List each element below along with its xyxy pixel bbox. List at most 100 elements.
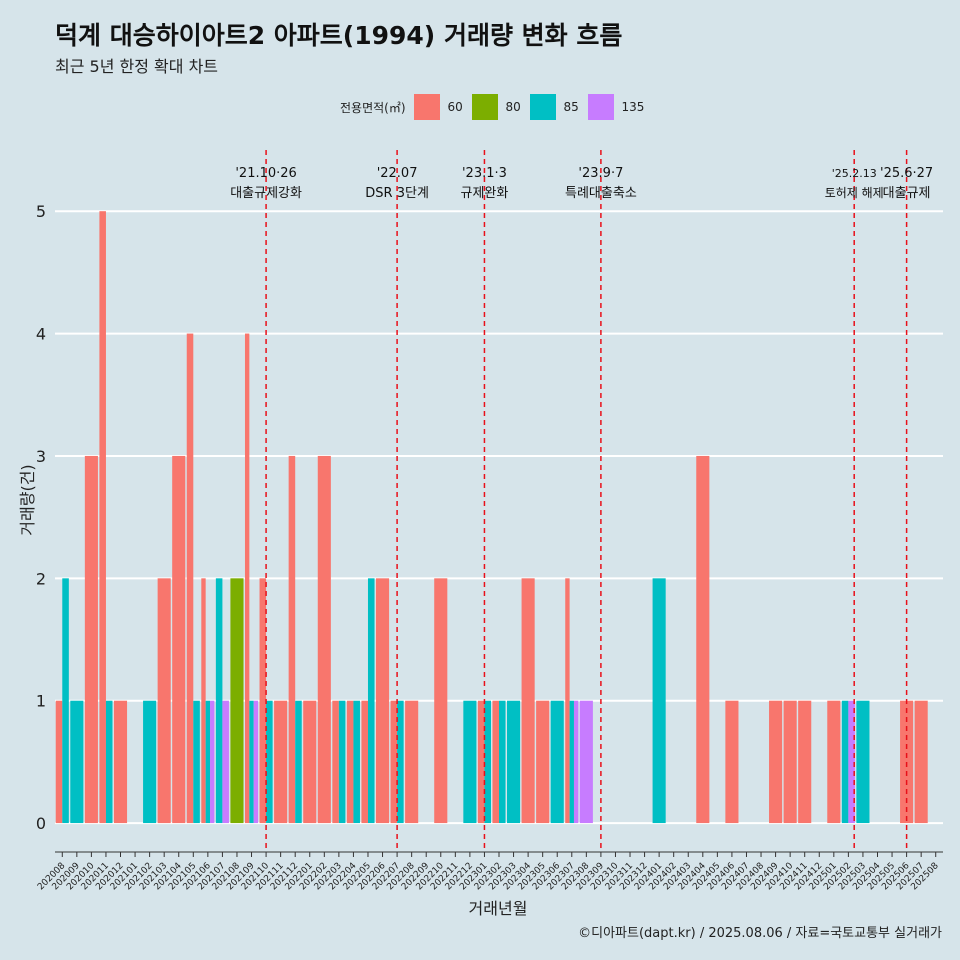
event-label-2: DSR 3단계 bbox=[365, 186, 429, 201]
event-label-3: 규제완화 bbox=[461, 186, 509, 201]
bar-202306-85 bbox=[550, 700, 564, 824]
bar-202201-60 bbox=[303, 700, 317, 824]
legend-swatch-135 bbox=[587, 94, 614, 120]
bar-202107-85 bbox=[215, 578, 223, 824]
event-lines: '21.10·26 대출규제강화 '22.07 DSR 3단계 '23.1·3 규제완화 '… bbox=[230, 150, 933, 850]
bar-202009-85 bbox=[70, 700, 84, 824]
legend-label-135: 135 bbox=[621, 100, 645, 114]
bar-202203-85 bbox=[338, 700, 346, 824]
chart-subtitle: 최근 5년 한정 확대 차트 bbox=[55, 57, 219, 76]
bar-202304-60 bbox=[521, 578, 535, 824]
bars bbox=[55, 211, 928, 824]
bar-202106-60 bbox=[201, 578, 206, 824]
bar-202301-60 bbox=[477, 700, 485, 824]
bar-202502-135 bbox=[848, 700, 855, 824]
bar-202107-135 bbox=[222, 700, 229, 824]
y-tick-label: 4 bbox=[36, 325, 46, 344]
bar-202110-85 bbox=[266, 700, 273, 824]
y-tick-label: 1 bbox=[36, 692, 46, 711]
bar-202305-60 bbox=[536, 700, 550, 824]
bar-202212-85 bbox=[463, 700, 477, 824]
legend-swatch-60 bbox=[413, 94, 440, 120]
bar-202404-60 bbox=[696, 455, 710, 824]
y-tick-label: 5 bbox=[36, 202, 46, 221]
y-axis-label: 거래량(건) bbox=[18, 464, 37, 535]
legend-swatch-80 bbox=[471, 94, 498, 120]
bar-202110-60 bbox=[259, 578, 267, 824]
event-date-2: '22.07 bbox=[377, 166, 418, 181]
bar-202103-60 bbox=[157, 578, 171, 824]
bar-202105-60 bbox=[186, 333, 194, 824]
bar-202507-60 bbox=[914, 700, 928, 824]
bar-202204-85 bbox=[353, 700, 360, 824]
source-caption: ©디아파트(dapt.kr) / 2025.08.06 / 자료=국토교통부 실… bbox=[578, 926, 942, 941]
bar-202111-60 bbox=[274, 700, 288, 824]
bar-202102-85 bbox=[143, 700, 157, 824]
bar-202008-60 bbox=[55, 700, 63, 824]
bar-202410-60 bbox=[783, 700, 797, 824]
event-date-6: '25.6·27 bbox=[880, 166, 933, 181]
bar-202109-85 bbox=[249, 700, 254, 824]
bar-202206-60 bbox=[375, 578, 390, 824]
event-date-4: '23.9·7 bbox=[578, 166, 623, 181]
legend-label-85: 85 bbox=[563, 100, 579, 114]
legend-item-85: 85 bbox=[529, 94, 584, 120]
bar-202105-85 bbox=[193, 700, 200, 824]
bar-202409-60 bbox=[769, 700, 783, 824]
bar-202109-135 bbox=[253, 700, 259, 824]
event-label-6: 대출규제 bbox=[883, 186, 931, 201]
bar-202011-85 bbox=[105, 700, 113, 824]
event-label-1: 대출규제강화 bbox=[230, 186, 302, 201]
legend-title: 전용면적(㎡) bbox=[340, 100, 406, 115]
bar-202406-60 bbox=[725, 700, 739, 824]
bar-202307-85 bbox=[569, 700, 574, 824]
bar-202401-85 bbox=[652, 578, 666, 824]
bar-202501-60 bbox=[827, 700, 841, 824]
x-axis-label: 거래년월 bbox=[469, 899, 528, 918]
bar-202202-60 bbox=[317, 455, 331, 824]
legend-item-135: 135 bbox=[587, 94, 645, 120]
chart-title: 덕계 대승하이아트2 아파트(1994) 거래량 변화 흐름 bbox=[55, 21, 623, 50]
bar-202302-60 bbox=[492, 700, 499, 824]
bar-202208-60 bbox=[405, 700, 419, 824]
event-date-5: '25.2.13 bbox=[832, 167, 877, 180]
bar-202011-60 bbox=[99, 211, 106, 824]
bar-202502-85 bbox=[841, 700, 849, 824]
bar-202301-85 bbox=[484, 700, 491, 824]
bar-202109-60 bbox=[244, 333, 250, 824]
bar-202106-135 bbox=[210, 700, 215, 824]
bar-202503-85 bbox=[856, 700, 870, 824]
bar-202012-60 bbox=[113, 700, 128, 824]
bar-202302-85 bbox=[499, 700, 506, 824]
legend-item-80: 80 bbox=[471, 94, 526, 120]
y-tick-label: 2 bbox=[36, 569, 46, 588]
event-date-1: '21.10·26 bbox=[235, 166, 296, 181]
legend-item-60: 60 bbox=[413, 94, 468, 120]
bar-202112-85 bbox=[295, 700, 302, 824]
bar-202307-135 bbox=[573, 700, 579, 824]
bar-202303-85 bbox=[507, 700, 521, 824]
bar-202204-60 bbox=[346, 700, 354, 824]
bar-202205-60 bbox=[361, 700, 368, 824]
legend-label-80: 80 bbox=[505, 100, 521, 114]
y-tick-label: 0 bbox=[36, 814, 46, 833]
event-date-3: '23.1·3 bbox=[462, 166, 507, 181]
event-label-5: 토허제 해제 bbox=[825, 186, 884, 200]
event-label-4: 특례대출축소 bbox=[565, 186, 637, 201]
x-axis: 2020082020092020102020112020122021012021… bbox=[36, 851, 943, 892]
legend-swatch-85 bbox=[529, 94, 556, 120]
bar-202210-60 bbox=[434, 578, 448, 824]
y-axis: 0 1 2 3 4 5 bbox=[36, 202, 46, 833]
legend: 전용면적(㎡) 60 80 85 135 bbox=[340, 94, 648, 120]
bar-202112-60 bbox=[288, 455, 296, 824]
bar-202205-85 bbox=[367, 578, 375, 824]
bar-202207-85 bbox=[397, 700, 404, 824]
bar-202308-135 bbox=[579, 700, 593, 824]
bar-202010-60 bbox=[84, 455, 98, 824]
bar-202104-60 bbox=[172, 455, 186, 824]
bar-202008-85 bbox=[62, 578, 69, 824]
bar-202106-85 bbox=[205, 700, 211, 824]
legend-label-60: 60 bbox=[447, 100, 463, 114]
y-tick-label: 3 bbox=[36, 447, 46, 466]
